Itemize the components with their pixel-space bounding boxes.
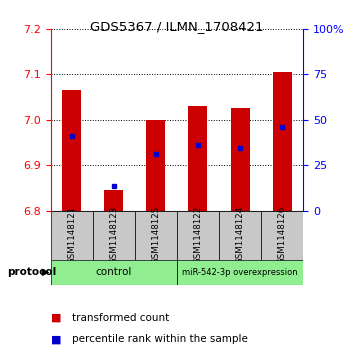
Text: GSM1148125: GSM1148125 — [151, 206, 160, 264]
Bar — [273, 72, 292, 211]
Text: GSM1148124: GSM1148124 — [236, 206, 244, 264]
Bar — [177, 211, 219, 260]
Bar — [51, 211, 93, 260]
Text: ■: ■ — [51, 313, 61, 323]
Text: GSM1148122: GSM1148122 — [193, 206, 203, 264]
Text: GSM1148123: GSM1148123 — [109, 206, 118, 264]
Bar — [93, 211, 135, 260]
Text: GDS5367 / ILMN_1708421: GDS5367 / ILMN_1708421 — [90, 20, 264, 33]
Text: percentile rank within the sample: percentile rank within the sample — [72, 334, 248, 344]
Text: ▶: ▶ — [42, 266, 49, 277]
Bar — [188, 106, 208, 211]
Text: ■: ■ — [51, 334, 61, 344]
Bar — [135, 211, 177, 260]
Bar — [146, 120, 165, 211]
Bar — [51, 260, 177, 285]
Bar — [261, 211, 303, 260]
Text: protocol: protocol — [7, 266, 56, 277]
Text: GSM1148126: GSM1148126 — [278, 206, 287, 264]
Bar — [62, 90, 81, 211]
Text: GSM1148121: GSM1148121 — [67, 206, 76, 264]
Text: transformed count: transformed count — [72, 313, 169, 323]
Text: control: control — [96, 267, 132, 277]
Bar — [104, 190, 123, 211]
Bar — [219, 211, 261, 260]
Bar — [177, 260, 303, 285]
Bar — [231, 109, 249, 211]
Text: miR-542-3p overexpression: miR-542-3p overexpression — [182, 268, 298, 277]
